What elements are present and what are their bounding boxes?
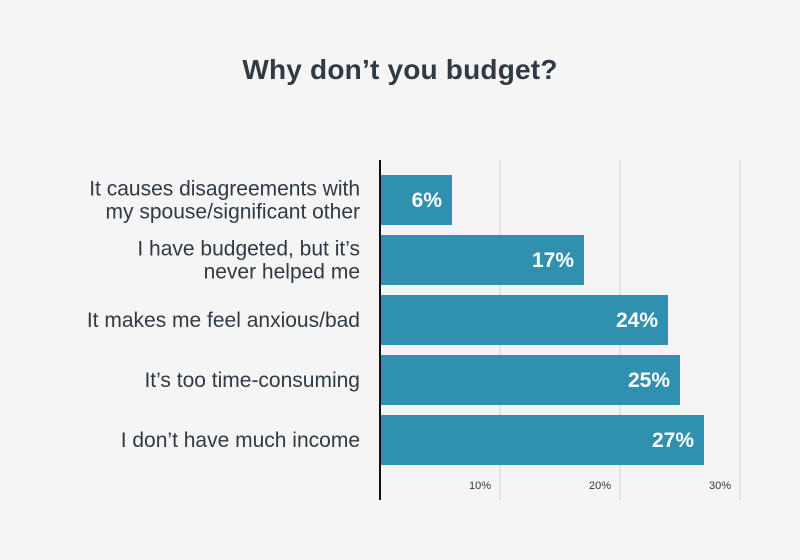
category-label: It’s too time-consuming [144, 369, 360, 392]
category-label: I have budgeted, but it’s [137, 238, 360, 261]
bar-value-label: 17% [532, 249, 574, 272]
bar-value-label: 27% [652, 429, 694, 452]
chart-title: Why don’t you budget? [242, 54, 558, 85]
bar [380, 235, 584, 285]
x-tick-label: 20% [589, 480, 611, 492]
bar [380, 355, 680, 405]
bar-value-label: 24% [616, 309, 658, 332]
bar-value-label: 25% [628, 369, 670, 392]
bar [380, 175, 452, 225]
category-label: It makes me feel anxious/bad [87, 309, 360, 332]
category-label: my spouse/significant other [106, 201, 360, 224]
x-tick-label: 10% [469, 480, 491, 492]
category-label: I don’t have much income [121, 429, 360, 452]
category-label: It causes disagreements with [89, 178, 360, 201]
bar [380, 415, 704, 465]
bar-value-label: 6% [412, 189, 443, 212]
bar [380, 295, 668, 345]
x-tick-label: 30% [709, 480, 731, 492]
category-label: never helped me [204, 261, 360, 284]
